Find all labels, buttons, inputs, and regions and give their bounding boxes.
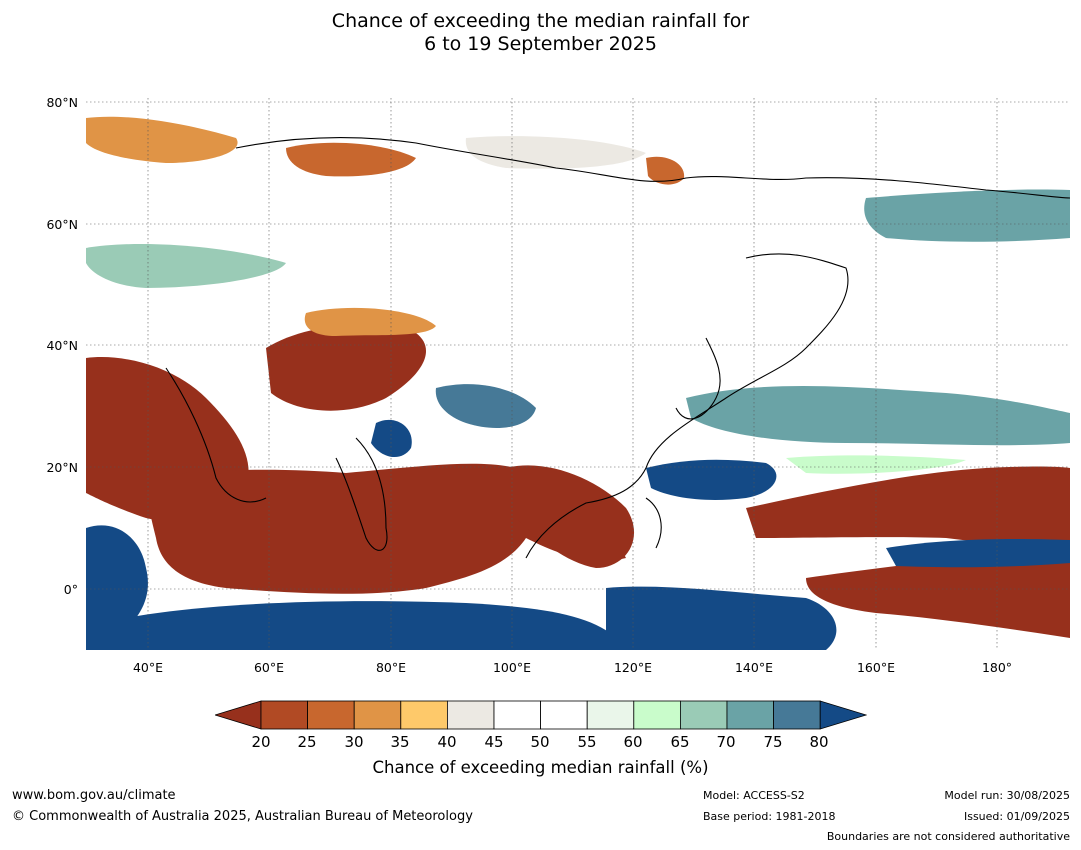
lat-label-80n: 80°N bbox=[46, 95, 78, 110]
colorbar-tick-label: 60 bbox=[623, 733, 643, 751]
colorbar-tick-label: 30 bbox=[344, 733, 364, 751]
wet-region-pacific-streak bbox=[886, 538, 1070, 568]
colorbar-title: Chance of exceeding median rainfall (%) bbox=[372, 758, 709, 777]
colorbar-under-arrow bbox=[213, 700, 262, 730]
dry-region-south-pacific bbox=[806, 552, 1070, 638]
colorbar-tick-label: 35 bbox=[390, 733, 410, 751]
dry-region-western-pacific bbox=[746, 466, 1070, 548]
lon-label-40e: 40°E bbox=[132, 660, 164, 675]
colorbar-bin bbox=[726, 700, 774, 730]
issued-date-info: Issued: 01/09/2025 bbox=[963, 810, 1070, 823]
colorbar-bin bbox=[400, 700, 448, 730]
colorbar-tick-label: 80 bbox=[809, 733, 829, 751]
map-title-line-2: 6 to 19 September 2025 bbox=[424, 33, 657, 55]
colorbar-tick-label: 50 bbox=[530, 733, 550, 751]
wet-region-tibet bbox=[371, 419, 412, 458]
dry-region-central-asia bbox=[266, 324, 426, 411]
lat-label-equator: 0° bbox=[63, 582, 78, 597]
colorbar-tick-label: 25 bbox=[297, 733, 317, 751]
base-period-info: Base period: 1981-2018 bbox=[703, 810, 836, 823]
coastlines bbox=[165, 137, 1070, 559]
wet-region-south-china bbox=[435, 384, 536, 428]
dry-region-southeast-asia bbox=[506, 465, 635, 568]
rainfall-map bbox=[86, 98, 1070, 650]
colorbar-bin bbox=[540, 700, 588, 730]
lon-label-80e: 80°E bbox=[375, 660, 407, 675]
lat-label-20n: 20°N bbox=[46, 460, 78, 475]
neutral-region-north bbox=[465, 136, 646, 169]
dry-region-arctic-central bbox=[286, 142, 416, 177]
colorbar-tick-label: 65 bbox=[670, 733, 690, 751]
lon-label-60e: 60°E bbox=[253, 660, 285, 675]
website-link[interactable]: www.bom.gov.au/climate bbox=[12, 788, 176, 803]
copyright-text: © Commonwealth of Australia 2025, Austra… bbox=[12, 809, 473, 824]
colorbar-tick-label: 40 bbox=[437, 733, 457, 751]
lat-label-40n: 40°N bbox=[46, 338, 78, 353]
colorbar-bin bbox=[307, 700, 355, 730]
colorbar-svg bbox=[213, 700, 868, 730]
model-run-info: Model run: 30/08/2025 bbox=[944, 789, 1070, 802]
colorbar-tick-label: 75 bbox=[763, 733, 783, 751]
lon-label-180: 180° bbox=[981, 660, 1013, 675]
colorbar-over-arrow bbox=[819, 700, 868, 730]
lon-label-140e: 140°E bbox=[734, 660, 773, 675]
wet-region-indonesia bbox=[606, 586, 837, 650]
colorbar-bin bbox=[633, 700, 681, 730]
wet-region-northwest-asia bbox=[86, 243, 286, 288]
dry-region-east-siberia bbox=[646, 156, 685, 185]
colorbar-bin bbox=[773, 700, 821, 730]
colorbar-bin bbox=[260, 700, 308, 730]
colorbar bbox=[213, 700, 868, 730]
boundaries-disclaimer: Boundaries are not considered authoritat… bbox=[826, 830, 1070, 843]
dry-region-central-asia-fringe bbox=[304, 307, 436, 336]
colorbar-bin bbox=[493, 700, 541, 730]
colorbar-tick-label: 20 bbox=[251, 733, 271, 751]
colorbar-tick-label: 55 bbox=[577, 733, 597, 751]
colorbar-bin bbox=[353, 700, 402, 730]
dry-region-arctic-west bbox=[86, 116, 238, 163]
lat-label-60n: 60°N bbox=[46, 217, 78, 232]
wet-region-philippine-sea bbox=[646, 459, 777, 500]
neutral-region-pacific bbox=[786, 455, 966, 474]
wet-region-north-pacific bbox=[686, 386, 1070, 446]
wet-region-south-indian-ocean bbox=[86, 601, 626, 650]
colorbar-tick-label: 45 bbox=[484, 733, 504, 751]
wet-region-siberia bbox=[864, 189, 1070, 242]
colorbar-bin bbox=[679, 700, 728, 730]
model-info: Model: ACCESS-S2 bbox=[703, 789, 805, 802]
colorbar-tick-label: 70 bbox=[716, 733, 736, 751]
lon-label-100e: 100°E bbox=[492, 660, 531, 675]
lon-label-120e: 120°E bbox=[613, 660, 652, 675]
colorbar-bin bbox=[446, 700, 495, 730]
rainfall-map-svg bbox=[86, 98, 1070, 650]
graticule bbox=[86, 98, 1070, 650]
lon-label-160e: 160°E bbox=[856, 660, 895, 675]
map-title-line-1: Chance of exceeding the median rainfall … bbox=[331, 10, 750, 32]
colorbar-bin bbox=[586, 700, 635, 730]
